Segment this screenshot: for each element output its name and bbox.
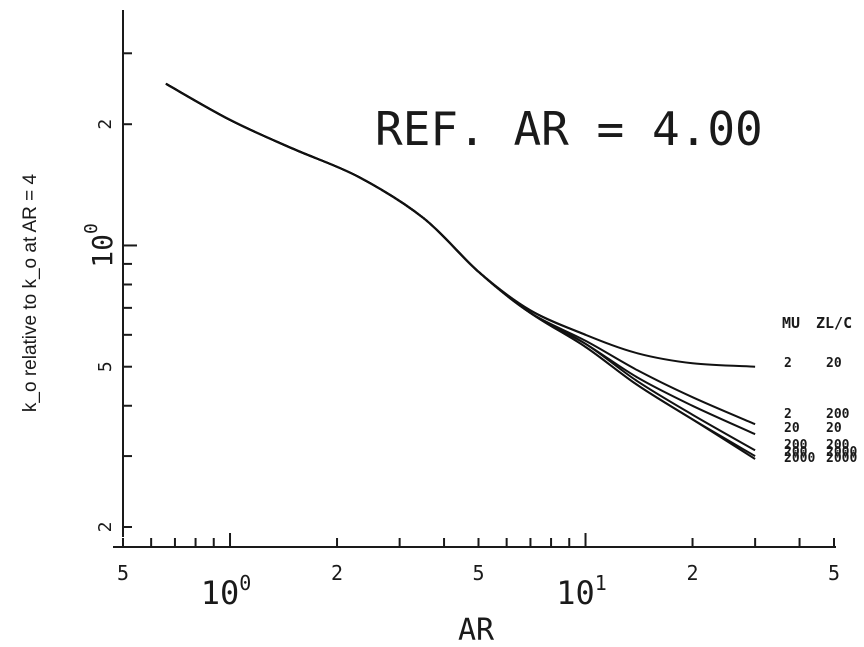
x-axis-label: AR	[458, 613, 495, 647]
legend-zl-value: 20	[826, 421, 842, 436]
x-tick-label: 2	[331, 561, 343, 585]
y-tick-label: 2	[95, 522, 116, 533]
legend-zl-value: 2000	[826, 451, 857, 466]
axes	[113, 10, 836, 548]
legend-zl-value: 2000	[826, 445, 857, 460]
y-tick-label: 5	[95, 361, 116, 372]
legend-mu-value: 2	[784, 407, 792, 422]
legend-mu-value: 20	[784, 421, 800, 436]
plot-curves	[165, 82, 756, 460]
x-major-tick-label: 100	[201, 571, 252, 612]
series-overlap-trunk	[165, 82, 586, 336]
x-tick-exponent: 1	[595, 571, 607, 595]
legend-zl-value: 20	[826, 356, 842, 371]
x-tick-exponent: 0	[239, 571, 251, 595]
legend-mu-value: 2000	[784, 451, 815, 466]
x-major-tick-label: 101	[556, 571, 607, 612]
legend-zl-value: 200	[826, 407, 850, 422]
legend-zl-value: 200	[826, 438, 850, 453]
legend-header-mu: MU	[782, 314, 800, 332]
legend-mu-value: 200	[784, 445, 808, 460]
y-tick-exponent: 0	[81, 223, 102, 234]
y-axis-label: k_o relative to k_o at AR = 4	[20, 173, 41, 412]
x-tick-label: 2	[687, 561, 699, 585]
y-tick-label: 2	[95, 119, 116, 130]
y-major-tick-label: 100	[81, 223, 119, 268]
x-tick-label: 5	[472, 561, 484, 585]
legend-header-zl: ZL/C	[816, 314, 852, 332]
legend-mu-value: 200	[784, 438, 808, 453]
x-tick-label: 5	[117, 561, 129, 585]
legend-mu-value: 2	[784, 356, 792, 371]
reference-annotation: REF. AR = 4.00	[375, 102, 763, 156]
x-tick-label: 5	[828, 561, 840, 585]
